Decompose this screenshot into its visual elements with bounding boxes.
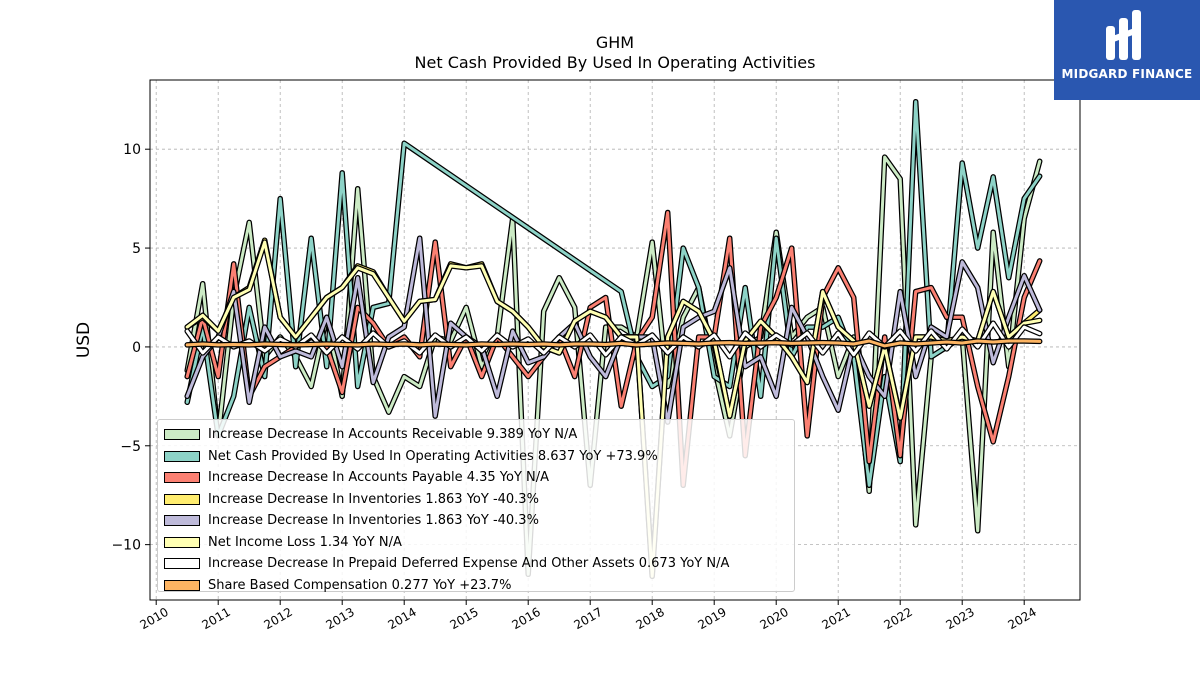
series-line-5 [185, 240, 1042, 578]
legend-swatch [164, 450, 200, 462]
x-tick-label: 2020 [757, 605, 790, 632]
legend-swatch [164, 515, 200, 527]
plot-frame [149, 79, 1081, 601]
legend-swatch [164, 493, 200, 505]
x-tick-label: 2011 [199, 605, 232, 632]
legend-label: Increase Decrease In Accounts Payable 4.… [208, 470, 550, 486]
legend-label: Increase Decrease In Accounts Receivable… [208, 427, 578, 443]
y-tick-label: 0 [132, 340, 141, 356]
x-tick-label: 2014 [385, 605, 418, 632]
x-tick-label: 2018 [633, 605, 666, 632]
x-tick-label: 2017 [571, 605, 604, 632]
logo-mark-icon [1106, 10, 1142, 60]
x-tick-label: 2015 [447, 605, 480, 632]
x-tick-label: 2016 [509, 605, 542, 632]
legend-label: Net Income Loss 1.34 YoY N/A [208, 534, 402, 550]
legend-swatch [164, 429, 200, 441]
series-line-4 [185, 236, 1042, 424]
x-tick-label: 2024 [1005, 605, 1038, 632]
legend: Increase Decrease In Accounts Receivable… [157, 419, 795, 593]
legend-item: Increase Decrease In Inventories 1.863 Y… [164, 489, 788, 511]
x-tick-label: 2021 [819, 605, 852, 632]
legend-label: Net Cash Provided By Used In Operating A… [208, 448, 658, 464]
x-tick-label: 2013 [323, 605, 356, 632]
legend-swatch [164, 536, 200, 548]
legend-item: Increase Decrease In Accounts Payable 4.… [164, 467, 788, 489]
legend-item: Increase Decrease In Inventories 1.863 Y… [164, 510, 788, 532]
y-tick-label: −10 [111, 538, 141, 554]
y-axis-label: USD [74, 321, 94, 359]
legend-label: Increase Decrease In Inventories 1.863 Y… [208, 491, 539, 507]
series-line-7 [185, 339, 1042, 348]
legend-label: Share Based Compensation 0.277 YoY +23.7… [208, 577, 512, 593]
x-tick-label: 2012 [261, 605, 294, 632]
logo-text: MIDGARD FINANCE [1061, 67, 1193, 81]
legend-swatch [164, 579, 200, 591]
legend-item: Net Cash Provided By Used In Operating A… [164, 446, 788, 468]
x-tick-label: 2022 [881, 605, 914, 632]
legend-label: Increase Decrease In Prepaid Deferred Ex… [208, 556, 730, 572]
legend-item: Net Income Loss 1.34 YoY N/A [164, 532, 788, 554]
legend-item: Increase Decrease In Accounts Receivable… [164, 424, 788, 446]
y-tick-label: −5 [120, 439, 141, 455]
legend-item: Increase Decrease In Prepaid Deferred Ex… [164, 553, 788, 575]
x-tick-label: 2023 [943, 605, 976, 632]
legend-swatch [164, 558, 200, 570]
logo: MIDGARD FINANCE [1054, 0, 1200, 100]
legend-label: Increase Decrease In Inventories 1.863 Y… [208, 513, 539, 529]
y-tick-label: 5 [132, 241, 141, 257]
x-tick-label: 2019 [695, 605, 728, 632]
legend-swatch [164, 472, 200, 484]
y-tick-label: 10 [123, 142, 141, 158]
legend-item: Share Based Compensation 0.277 YoY +23.7… [164, 575, 788, 597]
x-tick-label: 2010 [137, 605, 170, 632]
series-line-1 [185, 100, 1042, 487]
chart-title: GHM [595, 33, 635, 52]
chart-subtitle: Net Cash Provided By Used In Operating A… [414, 53, 816, 72]
